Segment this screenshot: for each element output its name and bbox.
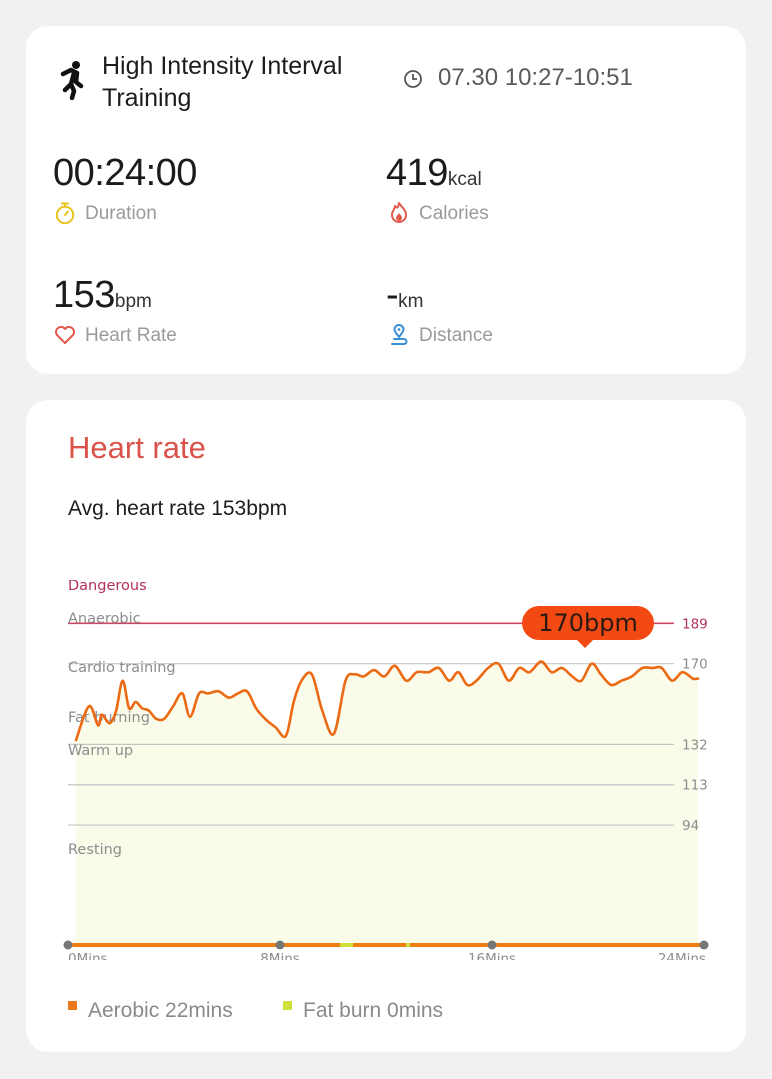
- zone-threshold-cardio-training: 132: [682, 737, 708, 753]
- heart-rate-title: Heart rate: [68, 430, 206, 465]
- flame-icon: [391, 202, 407, 223]
- avg-heart-rate-text: Avg. heart rate 153bpm: [68, 497, 288, 520]
- distance-unit: km: [398, 291, 424, 312]
- heart-rate-value: 153: [53, 274, 115, 316]
- x-axis-tick-label: 8Mins: [260, 951, 300, 960]
- zone-label-fat-burning: Fat burning: [68, 710, 150, 726]
- distance-label: Distance: [419, 325, 493, 346]
- zone-threshold-fat-burning: 113: [682, 778, 708, 794]
- duration-value: 00:24:00: [53, 152, 197, 194]
- distance-stat: -km: [386, 274, 423, 317]
- x-axis-tick-dot: [487, 940, 497, 950]
- workout-type-title: High Intensity Interval Training: [102, 52, 343, 112]
- calories-unit: kcal: [447, 169, 482, 190]
- peak-heart-rate-badge: 170bpm: [522, 606, 654, 648]
- duration-stat: 00:24:00: [53, 152, 197, 195]
- legend-swatch-fat-burn: [283, 1001, 292, 1010]
- calories-stat: 419kcal: [386, 152, 482, 195]
- x-axis-tick-label: 0Mins: [68, 951, 108, 960]
- running-figure-icon: [60, 61, 84, 100]
- zone-threshold-anaerobic: 170: [682, 657, 708, 673]
- zone-label-resting: Resting: [68, 842, 122, 858]
- workout-summary-card: High Intensity Interval Training 07.30 1…: [26, 26, 746, 374]
- legend-swatch-aerobic: [68, 1001, 77, 1010]
- heart-rate-line: [74, 660, 700, 742]
- x-axis-tick-dot: [275, 940, 285, 950]
- legend-aerobic-label: Aerobic 22mins: [88, 999, 233, 1022]
- distance-value: -: [386, 274, 399, 316]
- zone-label-warm-up: Warm up: [68, 743, 133, 759]
- timeline-fat-burn-segment: [340, 943, 353, 947]
- heart-rate-label: Heart Rate: [85, 325, 177, 346]
- x-axis-tick-dot: [63, 940, 73, 950]
- heart-rate-card: Heart rate Avg. heart rate 153bpm 189 Dan…: [26, 400, 746, 1052]
- x-axis-tick-dot: [699, 940, 709, 950]
- zone-label-dangerous: Dangerous: [68, 580, 147, 594]
- calories-value: 419: [386, 152, 448, 194]
- zone-label-anaerobic: Anaerobic: [68, 611, 141, 627]
- clock-icon: [404, 70, 422, 88]
- x-axis-tick-label: 24Mins: [658, 951, 706, 960]
- heart-icon: [55, 326, 75, 344]
- timeline-fat-burn-segment: [406, 943, 410, 947]
- zone-threshold-dangerous: 189: [682, 616, 708, 632]
- heart-rate-area-fill: [76, 661, 698, 944]
- workout-time-range: 07.30 10:27-10:51: [438, 64, 633, 91]
- heart-rate-unit: bpm: [114, 291, 152, 312]
- location-pin-icon: [391, 324, 408, 345]
- stopwatch-icon: [55, 202, 75, 225]
- zone-threshold-warm-up: 94: [682, 818, 699, 834]
- duration-label: Duration: [85, 203, 157, 224]
- x-axis-tick-label: 16Mins: [468, 951, 516, 960]
- legend-fat-burn-label: Fat burn 0mins: [303, 999, 444, 1022]
- calories-label: Calories: [419, 203, 489, 224]
- zone-label-cardio-training: Cardio training: [68, 660, 176, 676]
- heart-rate-stat: 153bpm: [53, 274, 152, 317]
